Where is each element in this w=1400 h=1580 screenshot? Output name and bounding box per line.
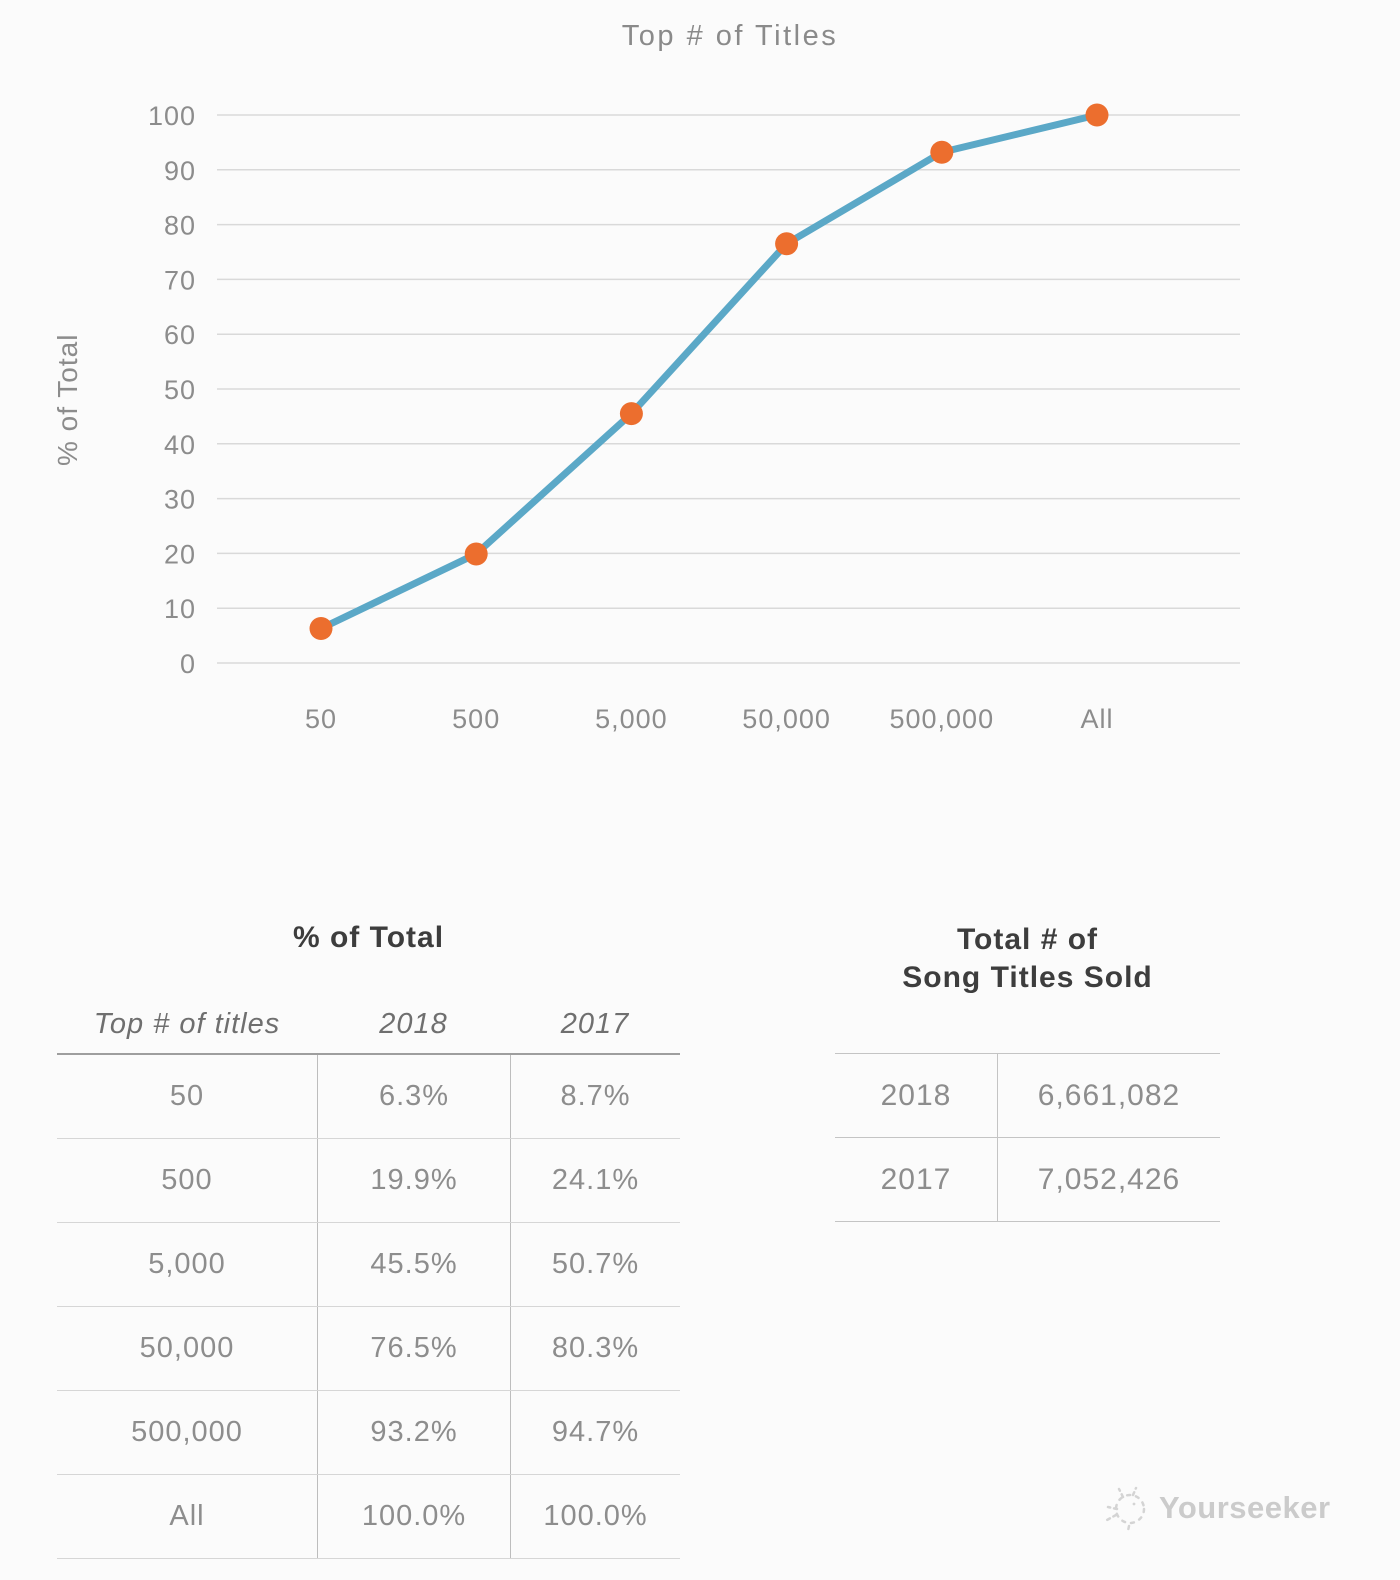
left-table-body: 50 6.3% 8.7% 500 19.9% 24.1% 5,000 45.5%… (57, 1053, 680, 1559)
y-tick-label: 60 (164, 320, 196, 350)
data-point-marker (1085, 103, 1109, 127)
chart-title: Top # of Titles (621, 20, 839, 52)
year-cell: 2017 (880, 1162, 952, 1196)
row-label: 500,000 (131, 1416, 243, 1448)
data-point-marker (775, 232, 799, 256)
cell-2017: 94.7% (510, 1391, 680, 1474)
y-tick-label: 100 (148, 101, 196, 131)
table-row: 500 19.9% 24.1% (57, 1139, 680, 1223)
table-row: 5,000 45.5% 50.7% (57, 1223, 680, 1307)
x-tick-label: 50 (305, 704, 337, 734)
column-header-2018: 2018 (379, 1007, 448, 1040)
right-table-body: 2018 6,661,082 2017 7,052,426 (835, 1053, 1220, 1222)
yourseeker-logo-icon (1105, 1486, 1146, 1533)
x-tick-label: All (1080, 704, 1113, 734)
column-header-top-titles: Top # of titles (93, 1007, 281, 1040)
watermark: Yourseeker (1103, 1482, 1331, 1534)
row-label: 500 (161, 1164, 213, 1196)
y-tick-label: 30 (164, 485, 196, 515)
cell-2018: 6.3% (317, 1055, 510, 1138)
y-tick-label: 80 (164, 211, 196, 241)
cell-2018: 93.2% (317, 1391, 510, 1474)
cell-2017: 24.1% (510, 1139, 680, 1222)
x-tick-label: 5,000 (595, 704, 668, 734)
y-tick-label: 90 (164, 156, 196, 186)
row-label: 50 (169, 1080, 205, 1112)
year-cell: 2018 (880, 1078, 952, 1112)
x-tick-label: 50,000 (742, 704, 831, 734)
row-label: All (169, 1500, 205, 1532)
cell-2017: 80.3% (510, 1307, 680, 1390)
y-tick-label: 20 (164, 539, 196, 569)
line-chart: 0 10 20 30 40 50 60 70 80 90 100 50 500 5,000 50,000 50… (148, 101, 1240, 734)
row-label: 50,000 (139, 1332, 235, 1364)
cell-2018: 100.0% (317, 1475, 510, 1558)
y-tick-label: 0 (180, 649, 196, 679)
cell-2017: 100.0% (510, 1475, 680, 1558)
data-point-marker (464, 542, 488, 566)
right-table-title-line1: Total # of (956, 923, 1099, 956)
total-titles-sold-table: Total # of Song Titles Sold 2018 6,661,0… (835, 905, 1220, 1235)
x-tick-label: 500 (452, 704, 500, 734)
right-table-title-line2: Song Titles Sold (902, 961, 1153, 994)
y-tick-label: 40 (164, 430, 196, 460)
value-cell: 7,052,426 (997, 1138, 1220, 1221)
series-line-2018 (317, 111, 1101, 632)
cell-2018: 76.5% (317, 1307, 510, 1390)
watermark-label: Yourseeker (1159, 1490, 1331, 1525)
cell-2018: 45.5% (317, 1223, 510, 1306)
table-row: 50 6.3% 8.7% (57, 1055, 680, 1139)
cell-2018: 19.9% (317, 1139, 510, 1222)
table-row: 50,000 76.5% 80.3% (57, 1307, 680, 1391)
y-tick-label: 10 (164, 594, 196, 624)
cell-2017: 8.7% (510, 1055, 680, 1138)
value-cell: 6,661,082 (997, 1054, 1220, 1137)
table-row: 2017 7,052,426 (835, 1138, 1220, 1222)
row-label: 5,000 (148, 1248, 226, 1280)
right-table-title: Total # of Song Titles Sold (835, 921, 1220, 997)
left-table-header: Top # of titles 2018 2017 (57, 1000, 680, 1048)
column-header-2017: 2017 (560, 1007, 630, 1040)
x-tick-label: 500,000 (889, 704, 994, 734)
y-tick-label: 70 (164, 265, 196, 295)
table-row: All 100.0% 100.0% (57, 1475, 680, 1559)
percent-of-total-table: % of Total Top # of titles 2018 2017 50 … (57, 905, 680, 1580)
data-point-marker (930, 140, 954, 164)
data-point-marker (619, 402, 643, 426)
table-row: 500,000 93.2% 94.7% (57, 1391, 680, 1475)
data-point-marker (309, 616, 333, 640)
table-row: 2018 6,661,082 (835, 1054, 1220, 1138)
y-tick-label: 50 (164, 375, 196, 405)
cell-2017: 50.7% (510, 1223, 680, 1306)
left-table-title: % of Total (292, 921, 445, 954)
